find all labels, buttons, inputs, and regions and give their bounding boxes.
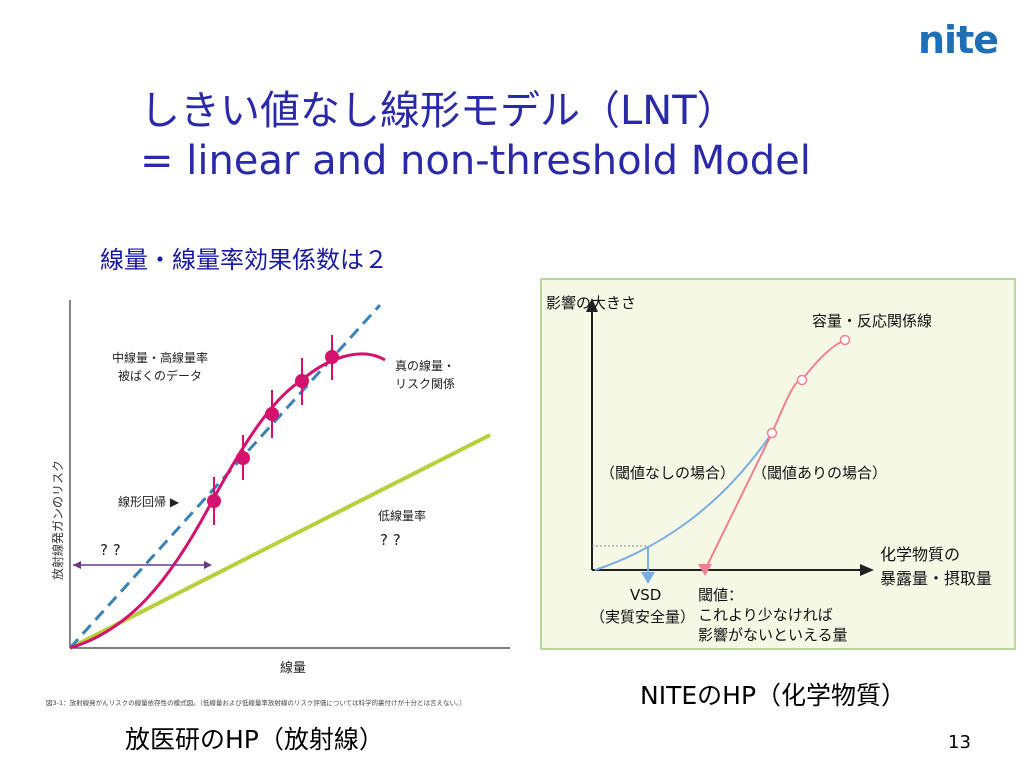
vsd-label: VSD: [630, 586, 661, 604]
right-caption-nite-hp: NITEのHP（化学物質）: [640, 681, 907, 710]
left-y-axis-label: 放射線発ガンのリスク: [50, 460, 65, 580]
annotation-high-dose-1: 中線量・高線量率: [112, 350, 208, 365]
right-figure-frame: [540, 278, 1016, 650]
low-dose-rate-line: [69, 433, 491, 650]
right-x-axis-label-1: 化学物質の: [880, 545, 960, 564]
annotation-low-dose-rate: 低線量率: [378, 508, 426, 523]
no-threshold-curve: [594, 432, 773, 571]
left-caption-nirs-hp: 放医研のHP（放射線）: [125, 725, 384, 754]
threshold-note-3: 影響がないといえる量: [698, 626, 848, 644]
vsd-arrow: [641, 572, 655, 584]
dose-response-chemical-diagram: 影響の大きさ 容量・反応関係線 （閾値なしの場合） （閾値ありの場合） 化学物質…: [540, 278, 1016, 650]
annotation-high-dose-2: 被ばくのデータ: [118, 368, 202, 383]
right-y-axis-label: 影響の大きさ: [546, 294, 636, 312]
left-figure-small-caption: 図3-1：放射線発がんリスクの線量依存性の模式図。（低線量および低線量率放射線の…: [46, 698, 466, 707]
threshold-note-2: これより少なければ: [698, 606, 833, 624]
threshold-arrow: [698, 564, 712, 576]
threshold-case-label: （閾値ありの場合）: [752, 464, 887, 482]
high-dose-data-points: [207, 335, 339, 525]
right-x-axis-label-2: 暴露量・摂取量: [880, 569, 992, 588]
threshold-note-1: 閾値：: [698, 586, 743, 604]
threshold-line: [704, 432, 773, 571]
dose-response-curve-label: 容量・反応関係線: [812, 312, 932, 330]
slide-title-line1: しきい値なし線形モデル（LNT）: [140, 88, 737, 134]
annotation-true-relation-1: 真の線量・: [395, 358, 455, 373]
nite-logo: nite: [918, 18, 999, 62]
slide-subtitle: 線量・線量率効果係数は２: [100, 246, 388, 274]
annotation-linear-regression: 線形回帰 ▶: [118, 494, 180, 509]
slide-title-line2: = linear and non-threshold Model: [140, 138, 811, 184]
page-number: 13: [948, 732, 971, 753]
annotation-true-relation-2: リスク関係: [395, 377, 455, 391]
annotation-unknown-left: ? ?: [100, 541, 121, 559]
left-x-axis-label: 線量: [280, 660, 306, 676]
vsd-sub-label: （実質安全量）: [590, 608, 695, 626]
dose-response-points: [766, 334, 851, 439]
annotation-unknown-right: ? ?: [380, 531, 401, 549]
no-threshold-label: （閾値なしの場合）: [600, 464, 735, 482]
lnt-radiation-diagram: 放射線発ガンのリスク 中線量・高線量率 被ばくのデータ 真の線量・ リスク関係 …: [46, 300, 510, 707]
